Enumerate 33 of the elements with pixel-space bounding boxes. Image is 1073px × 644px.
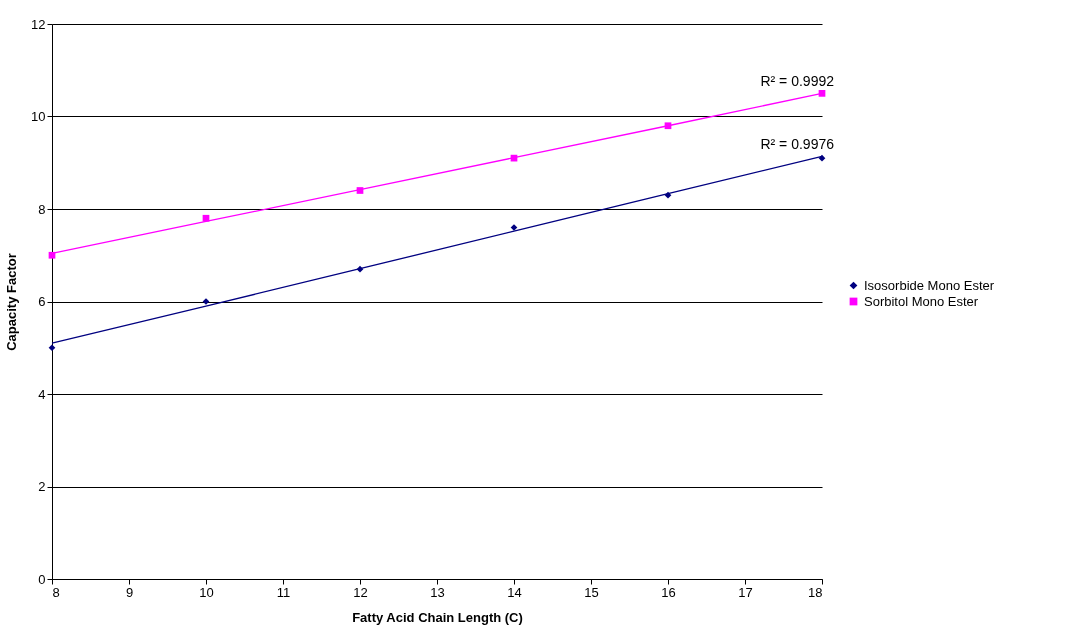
y-tick-label: 8: [38, 201, 46, 217]
x-tick-label: 15: [584, 584, 599, 600]
y-axis-title: Capacity Factor: [4, 253, 20, 351]
point: [48, 251, 56, 259]
point: [818, 90, 826, 97]
point: [664, 122, 672, 130]
point: [818, 154, 826, 162]
x-axis-title: Fatty Acid Chain Length (C): [352, 609, 523, 625]
x-tick-label: 8: [52, 584, 60, 600]
point: [356, 265, 364, 273]
y-tick-label: 6: [38, 294, 46, 309]
legend-label: Isosorbide Mono Ester: [864, 277, 995, 293]
point: [664, 191, 672, 199]
x-tick-label: 9: [125, 584, 134, 600]
y-tick-label: 10: [31, 109, 46, 124]
y-tick-label: 4: [38, 386, 46, 402]
annotation: R² = 0.9992: [760, 73, 835, 90]
x-tick-label: 16: [661, 584, 676, 600]
point: [48, 344, 56, 352]
x-tick-label: 14: [507, 584, 522, 600]
y-tick-label: 2: [38, 479, 46, 494]
legend-label: Sorbitol Mono Ester: [864, 293, 979, 309]
y-tick-label: 0: [38, 571, 46, 587]
x-tick-label: 17: [738, 584, 753, 600]
x-tick-label: 13: [430, 584, 445, 600]
x-tick-label: 10: [199, 584, 214, 600]
x-tick-label: 12: [353, 584, 368, 600]
point: [202, 214, 210, 222]
annotation: R² = 0.9976: [760, 136, 835, 153]
x-tick-label: 18: [808, 584, 823, 600]
point: [356, 187, 364, 194]
y-tick-label: 12: [31, 16, 46, 32]
x-tick-label: 11: [276, 584, 291, 600]
